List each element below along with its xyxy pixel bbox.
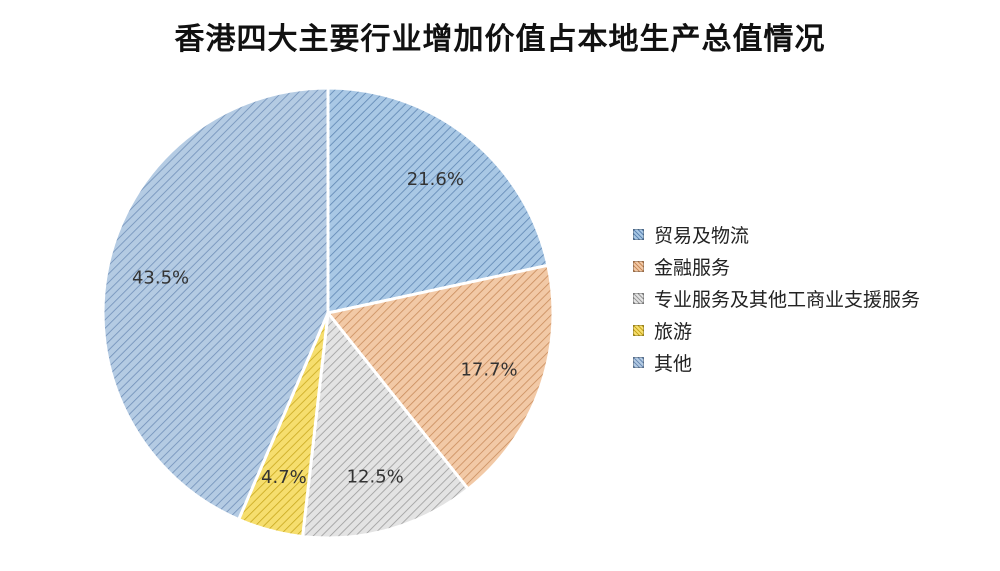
legend-item: 专业服务及其他工商业支援服务	[633, 282, 920, 314]
pie-slice	[300, 309, 471, 540]
legend-swatch	[633, 260, 644, 272]
pie-slice	[101, 86, 330, 522]
legend-swatch	[633, 324, 644, 336]
legend-item: 其他	[633, 346, 920, 378]
chart-legend: 贸易及物流金融服务专业服务及其他工商业支援服务 旅游其他	[633, 218, 920, 378]
legend-item: 金融服务	[633, 250, 920, 282]
pie-slice	[325, 263, 555, 492]
slice-data-label: 17.7%	[460, 359, 517, 380]
legend-swatch	[633, 292, 644, 304]
legend-item: 贸易及物流	[633, 218, 920, 250]
legend-swatch	[633, 228, 644, 240]
legend-item: 旅游	[633, 314, 920, 346]
slice-data-label: 12.5%	[347, 466, 404, 487]
pie-slice	[326, 86, 550, 315]
slice-data-label: 43.5%	[132, 267, 189, 288]
legend-label: 专业服务及其他工商业支援服务	[654, 288, 921, 311]
legend-label: 贸易及物流	[654, 224, 750, 247]
legend-label: 旅游	[654, 320, 693, 343]
legend-label: 其他	[654, 352, 693, 375]
slice-data-label: 21.6%	[407, 169, 464, 190]
legend-label: 金融服务	[654, 256, 731, 279]
chart-title: 香港四大主要行业增加价值占本地生产总值情况	[174, 22, 826, 57]
slice-data-label: 4.7%	[261, 467, 307, 488]
legend-swatch	[633, 356, 644, 368]
